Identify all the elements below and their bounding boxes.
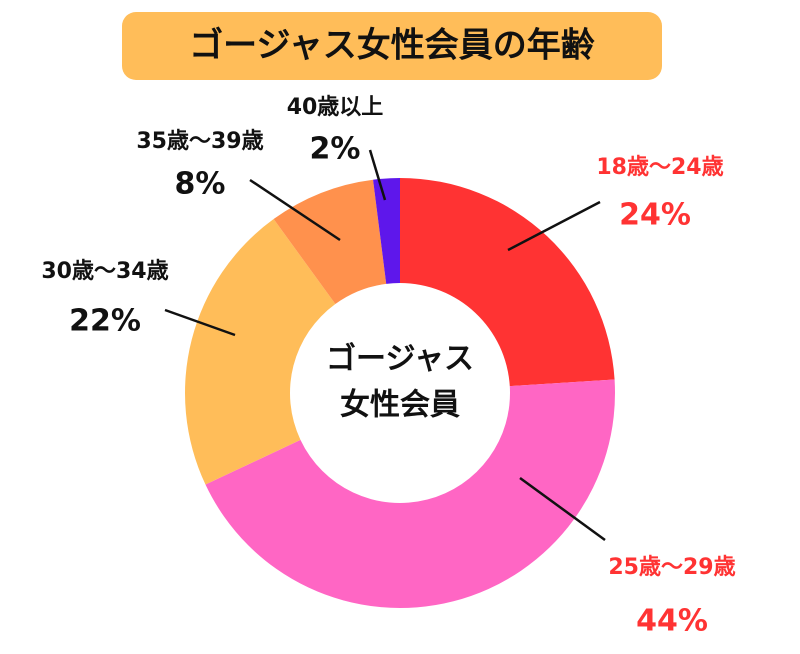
- value-label: 22%: [69, 304, 141, 339]
- value-label: 8%: [175, 167, 226, 202]
- leader-line: [507, 200, 601, 252]
- leader-line: [368, 149, 387, 201]
- value-label: 24%: [619, 198, 691, 233]
- category-label: 25歳〜29歳: [608, 555, 735, 580]
- category-label: 40歳以上: [287, 95, 384, 120]
- donut-segment: [273, 179, 387, 305]
- chart-title: ゴージャス女性会員の年齢: [189, 26, 595, 66]
- donut-segment: [373, 178, 400, 284]
- leader-line: [519, 476, 606, 542]
- donut-segment: [400, 178, 615, 387]
- donut-segment: [205, 379, 615, 608]
- center-text: ゴージャス: [326, 342, 474, 377]
- category-label: 18歳〜24歳: [596, 155, 723, 180]
- leader-line: [164, 308, 236, 337]
- leader-line: [249, 178, 341, 242]
- category-label: 35歳〜39歳: [136, 129, 263, 154]
- center-text: 女性会員: [340, 388, 460, 423]
- donut-segment: [184, 219, 336, 485]
- value-label: 2%: [310, 132, 361, 167]
- title-box: [122, 12, 662, 80]
- value-label: 44%: [636, 604, 708, 639]
- category-label: 30歳〜34歳: [41, 259, 168, 284]
